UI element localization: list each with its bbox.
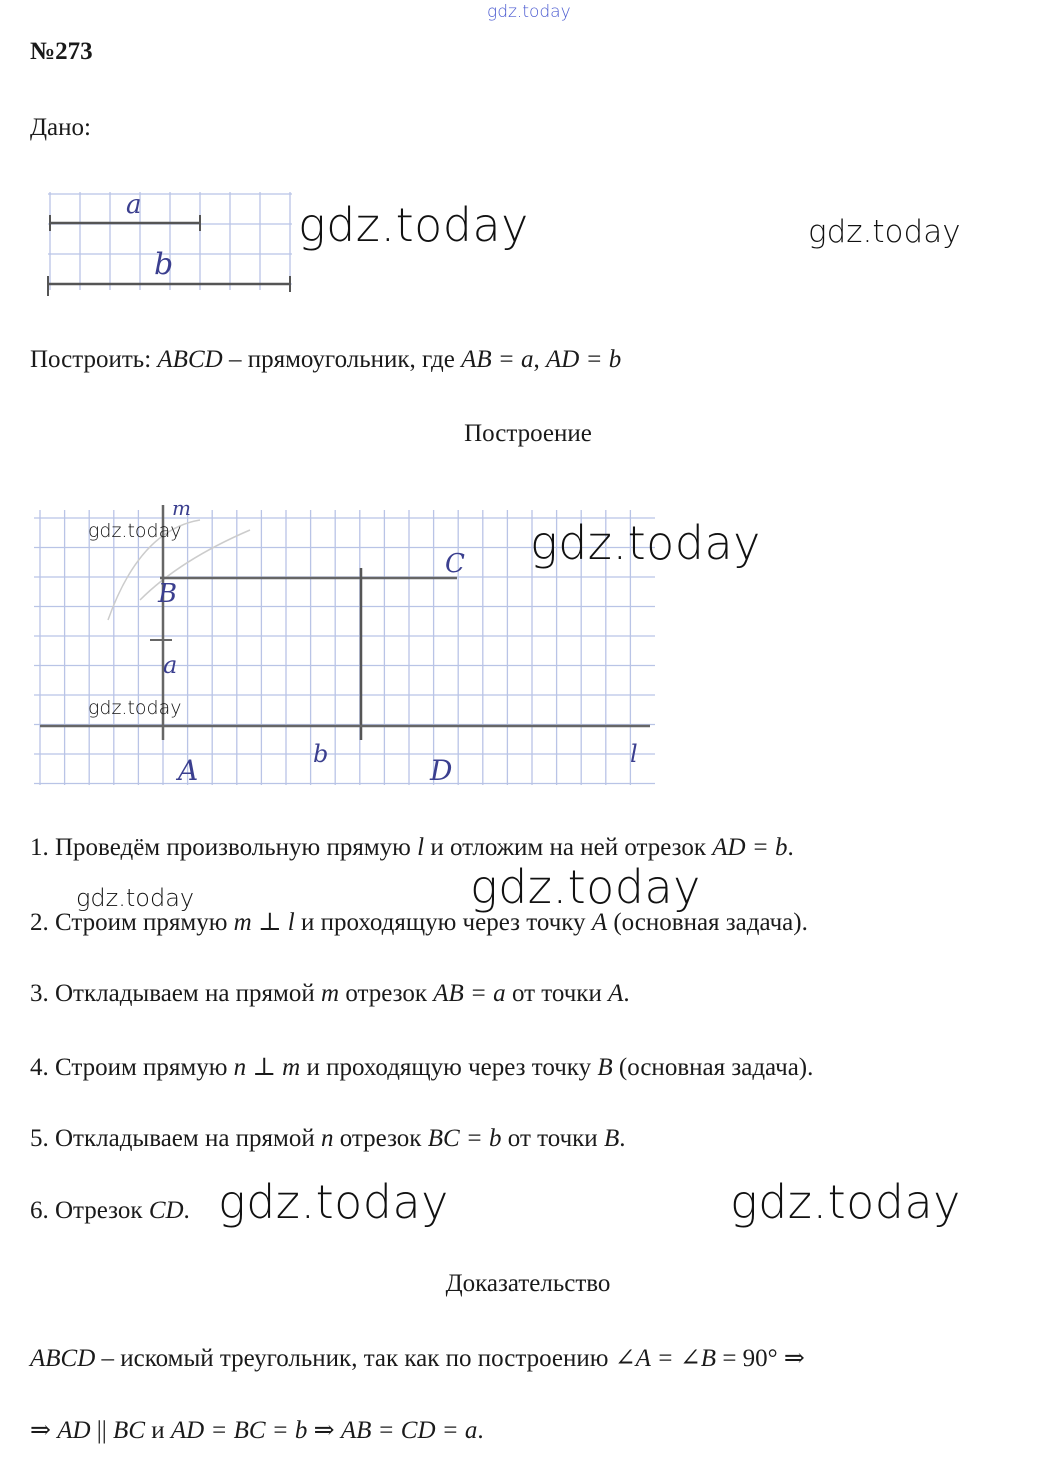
step-text: m: [282, 1054, 301, 1081]
step-text: Откладываем на прямой: [55, 1125, 322, 1152]
step-text: отрезок: [333, 1125, 428, 1152]
step-text: AB = a: [433, 980, 506, 1007]
step-text: и проходящую через точку: [294, 909, 592, 936]
task-eq1: AB = a: [461, 346, 534, 373]
seg: BC: [113, 1417, 145, 1444]
step-number: 2.: [30, 909, 55, 936]
watermark: gdz.today: [470, 860, 701, 914]
arc: [139, 529, 251, 601]
parallel: ||: [90, 1417, 114, 1444]
implies: ⇒: [307, 1417, 341, 1444]
step-text: (основная задача).: [607, 909, 808, 936]
step-6: 6. Отрезок CD.: [30, 1197, 190, 1225]
arc: [107, 519, 201, 621]
step-text: m: [233, 909, 252, 936]
step-number: 1.: [30, 834, 55, 861]
step-text: Проведём произвольную прямую: [55, 834, 418, 861]
step-2: 2. Строим прямую m ⊥ l и проходящую чере…: [30, 907, 808, 937]
step-text: .: [787, 834, 794, 861]
step-text: (основная задача).: [612, 1054, 814, 1081]
point-label-b: b: [313, 740, 328, 768]
implies: ⇒: [30, 1417, 58, 1444]
label-a: a: [126, 190, 142, 220]
step-number: 4.: [30, 1054, 55, 1081]
and: и: [145, 1417, 171, 1444]
proof-angles: ∠A = ∠B: [614, 1345, 717, 1372]
task-statement: Построить: ABCD – прямоугольник, где AB …: [30, 346, 621, 374]
task-comma: ,: [533, 346, 547, 373]
step-text: Строим прямую: [55, 909, 234, 936]
point-label-D: D: [429, 754, 452, 787]
step-text: .: [183, 1197, 190, 1224]
task-mid: – прямоугольник, где: [222, 346, 462, 373]
point-label-m: m: [172, 496, 191, 520]
given-figure: ab: [47, 190, 292, 296]
watermark: gdz.today: [530, 516, 761, 570]
watermark: gdz.today: [88, 520, 182, 542]
step-text: ⊥: [246, 1054, 283, 1081]
point-label-C: C: [445, 549, 465, 579]
point-label-l: l: [630, 740, 638, 768]
header-watermark: gdz.today: [487, 2, 571, 22]
point-label-B: B: [157, 579, 177, 609]
step-text: A: [608, 980, 624, 1007]
step-number: 3.: [30, 980, 55, 1007]
step-number: 5.: [30, 1125, 55, 1152]
step-5: 5. Откладываем на прямой n отрезок BC = …: [30, 1125, 625, 1153]
step-text: n: [233, 1054, 247, 1081]
construction-heading: Построение: [464, 420, 592, 447]
period: .: [477, 1417, 484, 1444]
proof-value: = 90° ⇒: [716, 1345, 805, 1372]
watermark: gdz.today: [298, 198, 529, 252]
step-1: 1. Проведём произвольную прямую l и отло…: [30, 834, 794, 862]
seg: AD: [57, 1417, 91, 1444]
step-text: m: [321, 980, 340, 1007]
task-figure: ABCD: [157, 346, 223, 373]
step-text: Отрезок: [55, 1197, 149, 1224]
step-text: и отложим на ней отрезок: [424, 834, 713, 861]
step-text: l: [417, 834, 425, 861]
given-label: Дано:: [30, 114, 91, 141]
step-text: Откладываем на прямой: [55, 980, 322, 1007]
step-text: .: [619, 1125, 626, 1152]
point-label-a: a: [163, 651, 177, 679]
label-b: b: [154, 247, 173, 282]
step-text: B: [603, 1125, 620, 1152]
watermark: gdz.today: [808, 214, 961, 250]
step-text: l: [287, 909, 295, 936]
proof-line-2: ⇒ AD || BC и AD = BC = b ⇒ AB = CD = a.: [30, 1415, 484, 1445]
task-eq2: AD = b: [546, 346, 622, 373]
point-label-A: A: [175, 754, 198, 787]
step-3: 3. Откладываем на прямой m отрезок AB = …: [30, 980, 630, 1008]
problem-number: №273: [30, 38, 93, 65]
step-text: B: [597, 1054, 613, 1081]
watermark: gdz.today: [218, 1175, 449, 1229]
step-text: A: [591, 909, 608, 936]
task-prefix: Построить:: [30, 346, 158, 373]
step-text: .: [623, 980, 630, 1007]
step-text: от точки: [501, 1125, 604, 1152]
step-number: 6.: [30, 1197, 55, 1224]
step-text: и проходящую через точку: [300, 1054, 598, 1081]
step-text: CD: [148, 1197, 184, 1224]
step-text: отрезок: [339, 980, 434, 1007]
step-text: BC = b: [427, 1125, 502, 1152]
step-text: AD = b: [712, 834, 788, 861]
watermark: gdz.today: [76, 884, 195, 912]
step-text: n: [321, 1125, 334, 1152]
proof-text: – искомый треугольник, так как по постро…: [95, 1345, 615, 1372]
proof-heading: Доказательство: [445, 1270, 611, 1297]
proof-figure: ABCD: [30, 1345, 96, 1372]
watermark: gdz.today: [88, 697, 182, 719]
watermark: gdz.today: [730, 1175, 961, 1229]
step-text: Строим прямую: [55, 1054, 234, 1081]
proof-line-1: ABCD – искомый треугольник, так как по п…: [30, 1343, 805, 1373]
step-text: ⊥: [251, 909, 288, 936]
eq: AB = CD = a: [340, 1417, 478, 1444]
step-4: 4. Строим прямую n ⊥ m и проходящую чере…: [30, 1052, 813, 1082]
eq: AD = BC = b: [170, 1417, 308, 1444]
step-text: от точки: [505, 980, 609, 1007]
